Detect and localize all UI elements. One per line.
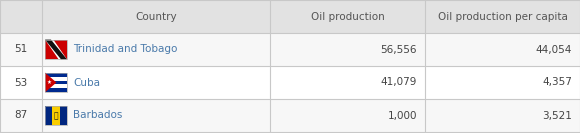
Bar: [45, 73, 67, 77]
Bar: [60, 106, 67, 125]
Text: ★: ★: [47, 80, 52, 85]
Text: 51: 51: [14, 45, 28, 55]
Bar: [0, 33, 580, 66]
Text: 56,556: 56,556: [380, 45, 417, 55]
Bar: [45, 40, 67, 59]
Bar: [45, 106, 67, 125]
Bar: [0, 66, 580, 99]
Text: 4,357: 4,357: [542, 78, 572, 88]
Bar: [45, 106, 52, 125]
Text: Barbados: Barbados: [73, 111, 122, 120]
Text: Oil production per capita: Oil production per capita: [437, 11, 567, 22]
Text: 53: 53: [14, 78, 28, 88]
Bar: [45, 88, 67, 92]
Bar: [52, 106, 60, 125]
Bar: [45, 84, 67, 88]
Text: 87: 87: [14, 111, 28, 120]
Bar: [45, 77, 67, 80]
Polygon shape: [45, 40, 67, 59]
Bar: [45, 40, 67, 59]
Polygon shape: [45, 40, 67, 59]
Polygon shape: [45, 73, 56, 92]
Text: 44,054: 44,054: [535, 45, 572, 55]
Bar: [45, 80, 67, 84]
Text: 1,000: 1,000: [387, 111, 417, 120]
Text: 41,079: 41,079: [380, 78, 417, 88]
Text: Cuba: Cuba: [73, 78, 100, 88]
Text: 3,521: 3,521: [542, 111, 572, 120]
Bar: [0, 99, 580, 132]
Text: Trinidad and Tobago: Trinidad and Tobago: [73, 45, 177, 55]
Bar: [45, 73, 67, 92]
Text: Oil production: Oil production: [311, 11, 385, 22]
Bar: [0, 0, 580, 33]
Text: Country: Country: [135, 11, 177, 22]
Text: ⫱: ⫱: [54, 111, 59, 120]
